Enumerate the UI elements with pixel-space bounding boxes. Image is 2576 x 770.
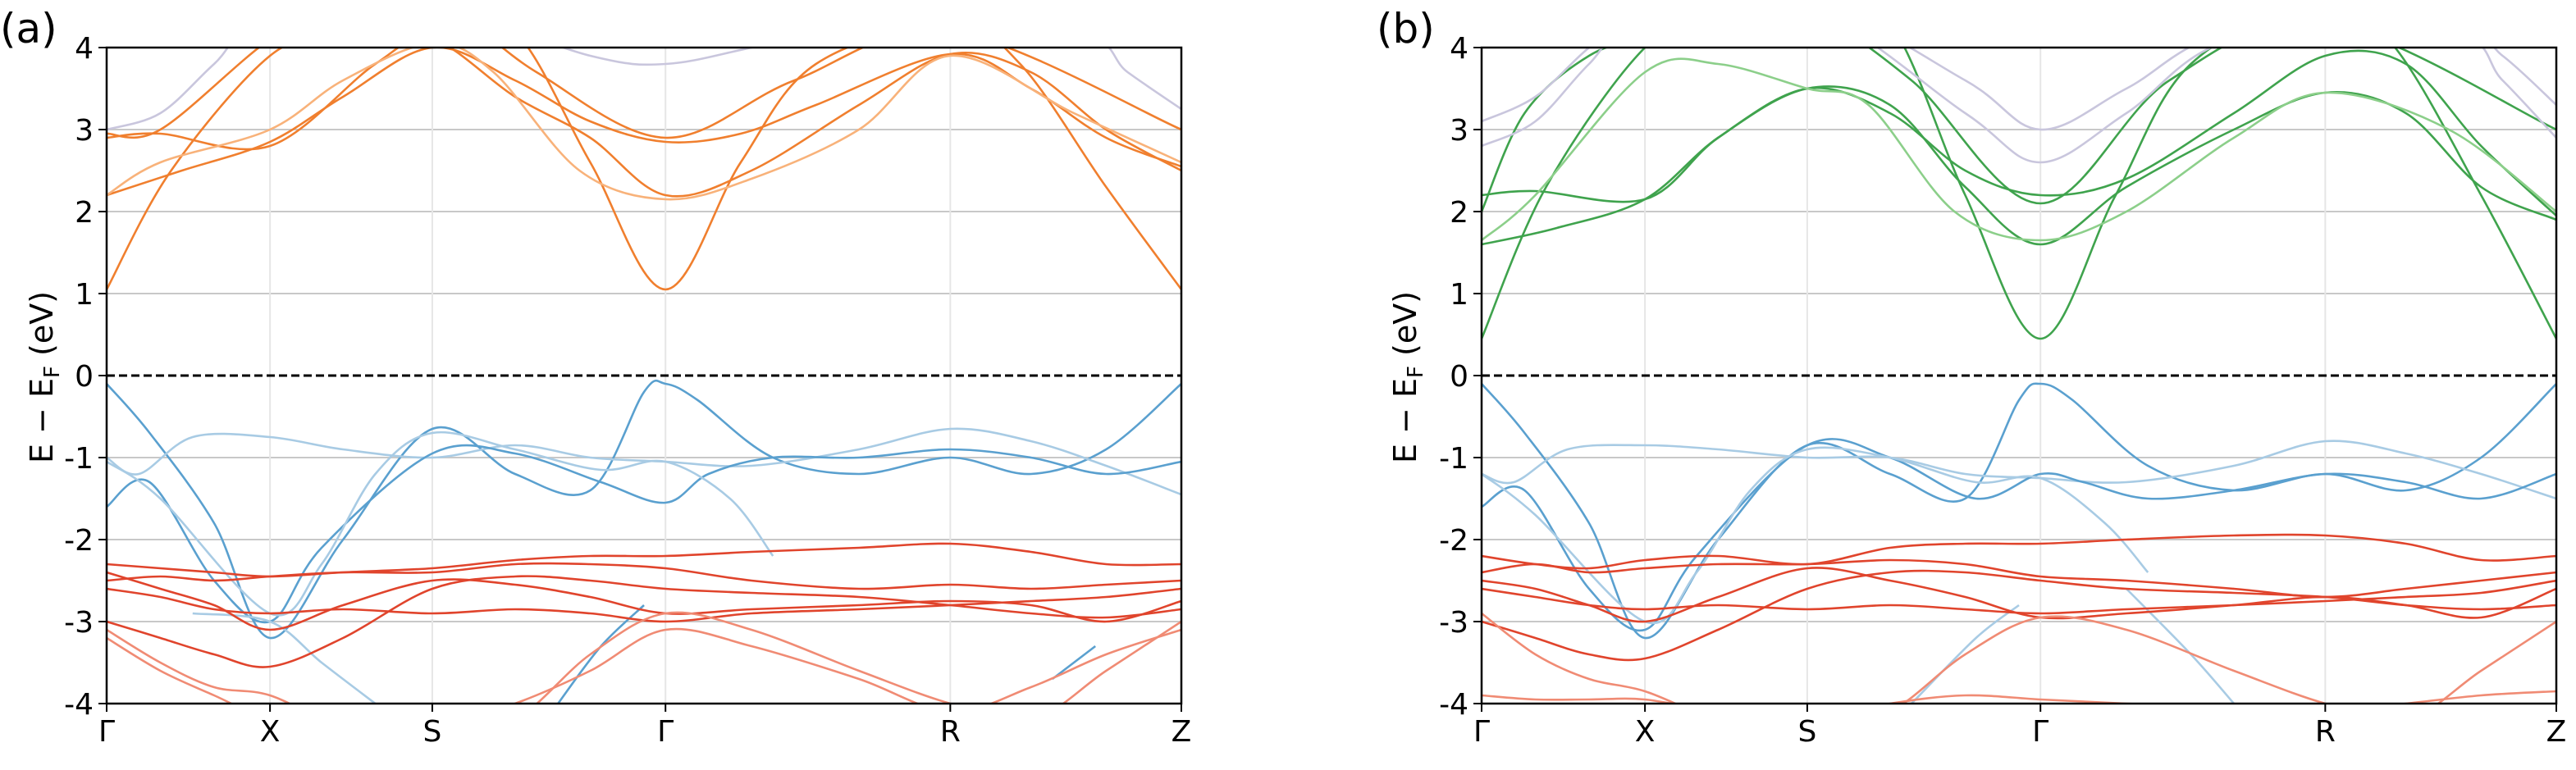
y-tick-label-a-7: -3	[64, 606, 94, 640]
band-b-d2	[1482, 558, 2556, 599]
band-a-vb7	[192, 612, 377, 704]
band-a-d7	[107, 627, 1181, 704]
y-axis-title-b: E − EF (eV)	[1387, 291, 1428, 463]
y-tick-label-a-4: 0	[75, 360, 94, 394]
y-tick-label-a-5: -1	[64, 442, 94, 476]
band-a-vb1	[107, 379, 1181, 640]
band-b-vb3	[1482, 438, 2556, 632]
y-tick-label-a-8: -4	[64, 688, 94, 722]
axes-frame-b	[1480, 46, 2558, 705]
band-a-cb1	[107, 48, 1181, 291]
band-b-cb4	[1482, 57, 2556, 242]
x-tick-label-b-5: Z	[2546, 715, 2567, 749]
band-a-cb5	[107, 48, 1181, 139]
band-b-cb1	[1482, 48, 2556, 340]
band-b-d6	[1482, 612, 2556, 704]
band-a-vb2	[107, 427, 1181, 496]
band-a-vb5	[557, 604, 645, 704]
y-tick-label-b-7: -3	[1439, 606, 1468, 640]
band-a-d4	[107, 587, 1181, 623]
band-a-vb3	[107, 444, 1181, 624]
band-a-cb3	[107, 48, 1181, 198]
x-tick-label-a-5: Z	[1172, 715, 1192, 749]
y-tick-label-a-6: -2	[64, 524, 94, 558]
y-axis-title-a-main: E − E	[24, 378, 60, 463]
band-a-d6	[107, 611, 1181, 704]
y-tick-label-a-0: 4	[75, 32, 94, 66]
y-tick-label-b-5: -1	[1439, 442, 1468, 476]
band-b-cb2	[1482, 85, 2556, 246]
x-tick-label-a-0: Γ	[98, 715, 115, 749]
panel-label-b: (b)	[1377, 5, 1435, 52]
x-tick-label-a-2: S	[423, 715, 442, 749]
panel-label-a: (a)	[0, 5, 57, 52]
band-b-cb3	[1482, 49, 2556, 216]
band-a-d5	[107, 575, 1181, 668]
x-tick-label-b-4: R	[2315, 715, 2336, 749]
band-b-d7	[1482, 690, 2556, 704]
band-b-vb2	[1482, 440, 2556, 500]
band-b-vb1	[1482, 382, 2556, 640]
y-axis-title-b-main: E − E	[1387, 378, 1423, 463]
y-axis-title-a: E − EF (eV)	[24, 291, 65, 463]
y-axis-title-b-sub: F	[1404, 366, 1428, 378]
x-tick-label-b-2: S	[1798, 715, 1817, 749]
x-tick-label-b-1: X	[1635, 715, 1656, 749]
band-b-d5	[1482, 569, 2556, 662]
x-tick-label-b-3: Γ	[2032, 715, 2048, 749]
y-tick-label-b-4: 0	[1450, 360, 1468, 394]
y-axis-title-a-sub: F	[40, 366, 65, 378]
y-tick-label-b-3: 1	[1450, 278, 1468, 312]
axes-frame-a	[105, 46, 1183, 705]
band-b-vb4	[1482, 446, 2149, 625]
band-b-cb6	[1482, 48, 2556, 164]
band-b-d1	[1482, 533, 2556, 570]
y-tick-label-a-3: 1	[75, 278, 94, 312]
band-a-d1	[107, 542, 1181, 578]
band-b-cb7	[1482, 48, 2556, 131]
x-tick-label-a-4: R	[940, 715, 961, 749]
y-tick-label-b-6: -2	[1439, 524, 1468, 558]
y-tick-label-b-0: 4	[1450, 32, 1468, 66]
band-b-cb5	[1482, 48, 2556, 212]
x-tick-label-a-3: Γ	[657, 715, 674, 749]
band-b-d3	[1482, 567, 2556, 623]
y-tick-label-a-1: 3	[75, 114, 94, 148]
band-a-cb4	[107, 48, 1181, 201]
band-a-cb6	[107, 48, 1181, 131]
band-a-vb4	[107, 431, 774, 617]
band-b-d4	[1482, 579, 2556, 615]
y-tick-label-b-2: 2	[1450, 196, 1468, 230]
y-tick-label-b-1: 3	[1450, 114, 1468, 148]
band-a-d2	[107, 562, 1181, 590]
band-a-cb2	[107, 48, 1181, 197]
x-tick-label-b-0: Γ	[1473, 715, 1490, 749]
y-axis-title-a-unit: (eV)	[24, 291, 60, 366]
y-tick-label-a-2: 2	[75, 196, 94, 230]
x-tick-label-a-1: X	[260, 715, 281, 749]
y-tick-label-b-8: -4	[1439, 688, 1468, 722]
y-axis-title-b-unit: (eV)	[1387, 291, 1423, 366]
